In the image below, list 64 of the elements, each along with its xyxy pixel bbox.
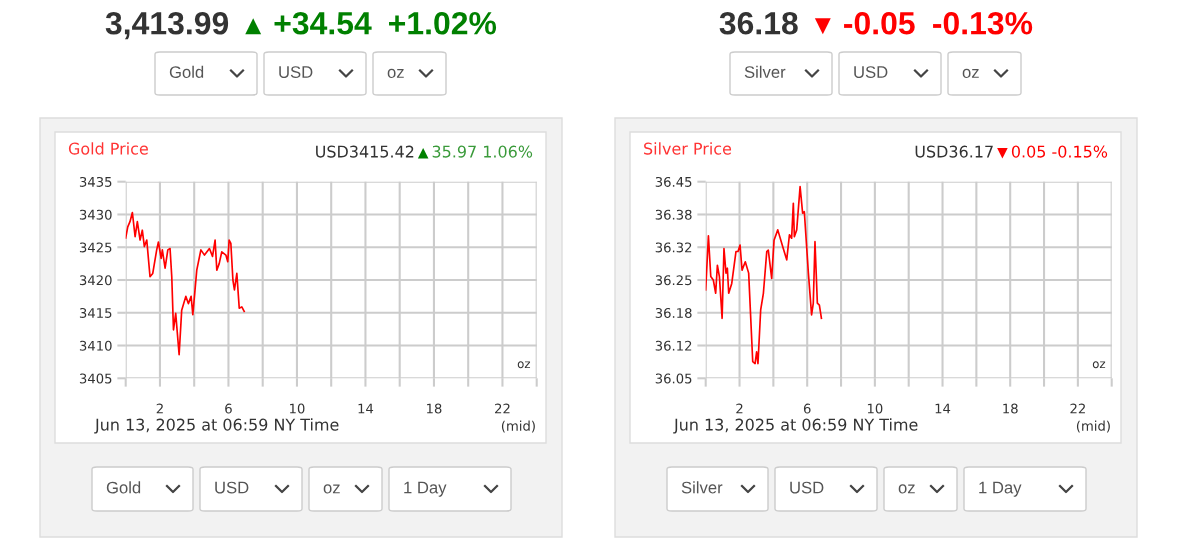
y-tick-label: 3410: [79, 340, 112, 351]
text: USD: [790, 481, 824, 494]
text: USD3415.42: [316, 145, 414, 158]
y-tick-label: 3405: [79, 373, 112, 384]
text: 1 Day: [979, 481, 1022, 497]
text: USD: [215, 481, 249, 494]
text: USD36.17: [915, 145, 993, 158]
text: 1 Day: [404, 481, 447, 497]
text: oz: [898, 484, 915, 494]
x-tick-label: 14: [935, 403, 951, 414]
x-tick-label: 22: [495, 403, 510, 414]
x-tick-label: 18: [427, 403, 442, 414]
text: 3,413.99: [105, 11, 229, 40]
chart-title: Gold Price: [68, 142, 148, 155]
x-tick-label: 22: [1070, 403, 1085, 414]
annotation: oz: [1092, 361, 1106, 369]
y-tick-label: 3430: [79, 209, 112, 220]
text: USD: [854, 66, 888, 78]
y-tick-label: 36.38: [655, 209, 692, 220]
line-series: [705, 185, 823, 365]
text: oz: [323, 484, 340, 494]
text: -0.05: [844, 11, 915, 35]
y-tick-label: 36.32: [655, 242, 692, 253]
text: (mid): [1076, 420, 1110, 433]
x-tick-label: 2: [156, 403, 163, 414]
text: ▼: [997, 147, 1008, 159]
text: Jun 13, 2025 at 06:59 NY Time: [673, 418, 918, 434]
x-tick-label: 6: [803, 403, 811, 414]
text: Silver: [681, 481, 723, 494]
x-tick-label: 2: [736, 403, 743, 414]
y-tick-label: 36.25: [655, 275, 692, 286]
y-tick-label: 36.45: [655, 176, 692, 187]
y-tick-label: 3435: [79, 176, 112, 187]
x-tick-label: 18: [1003, 403, 1018, 414]
y-tick-label: 3425: [79, 242, 112, 253]
text: ▲: [417, 147, 429, 159]
x-tick-label: 10: [867, 403, 883, 414]
text: 35.97 1.06%: [432, 145, 533, 158]
x-tick-label: 14: [358, 403, 374, 414]
text: oz: [962, 68, 979, 78]
text: Jun 13, 2025 at 06:59 NY Time: [94, 418, 339, 434]
x-tick-label: 10: [290, 403, 305, 414]
annotation: oz: [517, 361, 531, 369]
text: Silver: [744, 65, 786, 78]
y-tick-label: 36.12: [655, 340, 692, 351]
text: +1.02%: [389, 11, 497, 35]
text: -0.13%: [933, 11, 1033, 35]
chart-title: Silver Price: [644, 142, 732, 155]
text: Gold: [106, 481, 141, 494]
text: 0.05 -0.15%: [1011, 145, 1108, 158]
text: USD: [279, 66, 313, 78]
line-series: [125, 211, 246, 356]
y-tick-label: 3420: [79, 275, 112, 286]
text: 36.18: [719, 11, 798, 35]
text: (mid): [501, 420, 535, 433]
text: +34.54: [274, 11, 372, 35]
y-tick-label: 36.05: [655, 373, 692, 384]
text: ▼: [814, 18, 831, 35]
text: ▲: [245, 18, 262, 35]
text: Gold: [169, 65, 204, 78]
y-tick-label: 36.18: [655, 308, 692, 318]
text: oz: [387, 68, 404, 78]
x-tick-label: 6: [225, 403, 232, 414]
y-tick-label: 3415: [79, 307, 112, 318]
